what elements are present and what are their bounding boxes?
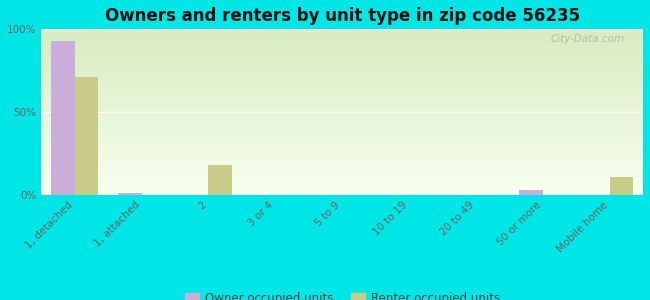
Bar xyxy=(118,193,142,195)
Bar xyxy=(519,190,543,195)
Bar xyxy=(610,177,633,195)
Title: Owners and renters by unit type in zip code 56235: Owners and renters by unit type in zip c… xyxy=(105,7,580,25)
Bar xyxy=(75,77,98,195)
Bar xyxy=(51,41,75,195)
Text: City-Data.com: City-Data.com xyxy=(551,34,625,44)
Legend: Owner occupied units, Renter occupied units: Owner occupied units, Renter occupied un… xyxy=(180,287,504,300)
Bar xyxy=(209,165,232,195)
